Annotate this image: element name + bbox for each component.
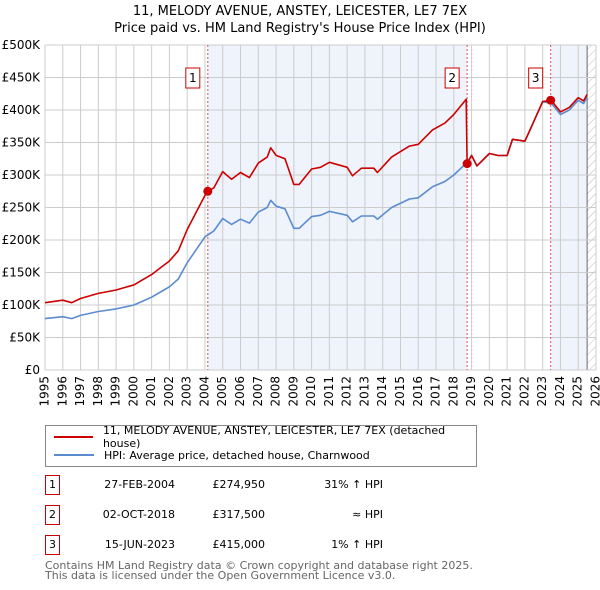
x-tick-label: 2026 [589,376,600,407]
x-tick-label: 2022 [517,376,531,407]
x-tick-label: 2000 [126,376,140,407]
x-tick-label: 2005 [215,376,229,407]
sale-point [546,95,556,105]
y-tick-label: £200K [2,233,42,247]
sale-date: 02-OCT-2018 [102,508,175,521]
chart-subtitle: Price paid vs. HM Land Registry's House … [114,21,486,36]
sale-price: £415,000 [212,538,266,551]
x-tick-label: 2010 [304,376,318,407]
x-tick-label: 2003 [180,376,194,407]
x-tick-label: 2011 [322,376,336,407]
y-tick-label: £50K [9,331,41,345]
x-tick-label: 2015 [393,376,407,407]
sale-label-number: 3 [532,71,540,85]
y-tick-label: £0 [25,363,40,377]
x-tick-label: 2019 [464,376,478,407]
sale-row: 3 15-JUN-2023 £415,000 1% ↑ HPI [45,535,465,557]
sale-point [203,186,213,196]
x-tick-label: 2012 [340,376,354,407]
sale-marker-badge: 3 [45,535,60,555]
sale-date: 15-JUN-2023 [104,538,175,551]
sale-label-box [185,67,201,89]
sale-row: 1 27-FEB-2004 £274,950 31% ↑ HPI [45,475,465,497]
x-tick-label: 2025 [571,376,585,407]
sale-hpi-diff: ≈ HPI [352,508,383,521]
legend-label: HPI: Average price, detached house, Char… [104,448,370,462]
sale-point [462,159,472,169]
x-tick-label: 2008 [269,376,283,407]
x-tick-label: 2020 [482,376,496,407]
y-tick-label: £250K [2,201,42,215]
legend-swatch-blue [54,454,94,456]
y-tick-label: £400K [2,103,42,117]
x-tick-label: 1995 [38,376,52,407]
sale-hpi-diff: 31% ↑ HPI [324,478,383,491]
x-tick-label: 2013 [357,376,371,407]
sale-date: 27-FEB-2004 [104,478,175,491]
x-tick-label: 2006 [233,376,247,407]
sale-label-number: 2 [448,71,456,85]
property-price-line [44,94,588,304]
footer: Contains HM Land Registry data © Crown c… [45,559,473,582]
chart-svg: 1995 1996 1997 1998 1999 2000 2001 2002 2003 2004… [2,38,600,407]
footer-licence: This data is licensed under the Open Gov… [45,569,396,582]
legend-item-hpi: HPI: Average price, detached house, Char… [54,447,370,463]
x-tick-label: 1999 [109,376,123,407]
x-tick-label: 2023 [535,376,549,407]
x-tick-label: 2016 [411,376,425,407]
y-tick-label: £300K [2,168,42,182]
footer-copyright: Contains HM Land Registry data © Crown c… [45,559,473,572]
y-tick-label: £100K [2,298,42,312]
legend-label: 11, MELODY AVENUE, ANSTEY, LEICESTER, LE… [102,424,446,450]
y-tick-label: £450K [2,71,42,85]
x-tick-label: 2001 [144,376,158,407]
y-tick-label: £500K [2,38,42,52]
y-tick-label: £150K [2,266,42,280]
legend-item-property: 11, MELODY AVENUE, ANSTEY, LEICESTER, LE… [54,424,476,450]
x-tick-label: 2017 [429,376,443,407]
x-tick-label: 2007 [251,376,265,407]
x-tick-label: 2004 [197,376,211,407]
sale-label-box [444,67,460,89]
x-tick-label: 1998 [91,376,105,407]
y-tick-label: £350K [2,136,42,150]
sale-marker-badge: 1 [45,475,60,495]
sale-label-box [528,67,544,89]
legend: 11, MELODY AVENUE, ANSTEY, LEICESTER, LE… [45,424,477,467]
x-tick-label: 2002 [162,376,176,407]
legend-swatch-red [54,436,93,438]
sale-marker-badge: 2 [45,505,60,525]
x-tick-label: 1997 [73,376,87,407]
x-tick-label: 2009 [286,376,300,407]
x-tick-label: 2021 [500,376,514,407]
sale-label-number: 1 [189,71,197,85]
x-tick-label: 2018 [446,376,460,407]
x-tick-label: 2014 [375,376,389,407]
x-tick-label: 2024 [553,376,567,407]
sale-price: £274,950 [212,478,266,491]
chart-title: 11, MELODY AVENUE, ANSTEY, LEICESTER, LE… [132,4,468,19]
x-tick-label: 1996 [55,376,69,407]
sale-price: £317,500 [212,508,266,521]
sale-hpi-diff: 1% ↑ HPI [331,538,383,551]
sale-row: 2 02-OCT-2018 £317,500 ≈ HPI [45,505,465,527]
